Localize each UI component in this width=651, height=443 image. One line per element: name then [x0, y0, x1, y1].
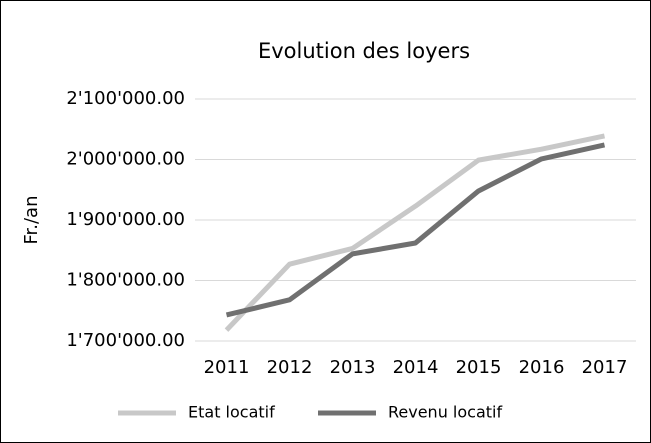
y-tick-label: 2'100'000.00	[66, 88, 185, 109]
x-tick-label: 2012	[267, 357, 313, 378]
y-tick-label: 1'800'000.00	[66, 270, 185, 291]
chart-title: Evolution des loyers	[258, 39, 470, 63]
data-line	[224, 133, 606, 332]
y-axis-label: Fr./an	[21, 195, 42, 244]
y-tick-label: 1'700'000.00	[66, 330, 185, 351]
x-tick-label: 2011	[204, 357, 250, 378]
legend-label: Etat locatif	[188, 403, 275, 422]
x-tick-label: 2015	[456, 357, 502, 378]
data-line	[225, 142, 606, 318]
x-tick-label: 2013	[330, 357, 376, 378]
x-tick-label: 2017	[582, 357, 628, 378]
x-tick-label: 2014	[393, 357, 439, 378]
x-tick-label: 2016	[519, 357, 565, 378]
y-tick-label: 1'900'000.00	[66, 209, 185, 230]
legend-label: Revenu locatif	[388, 403, 502, 422]
y-tick-label: 2'000'000.00	[66, 149, 185, 170]
